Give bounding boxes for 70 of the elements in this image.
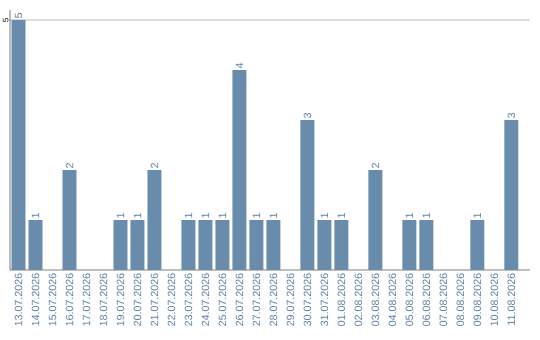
x-tick-label: 21.07.2026: [150, 273, 158, 326]
x-tick-label: 14.07.2026: [32, 273, 40, 326]
x-tick-label: 20.07.2026: [134, 273, 142, 326]
x-tick-label: 28.07.2026: [270, 273, 278, 326]
x-tick-label: 03.08.2026: [372, 273, 380, 326]
data-label: 1: [406, 212, 414, 218]
data-label: 1: [116, 212, 124, 218]
data-label: 1: [338, 212, 346, 218]
x-tick-label: 16.07.2026: [66, 273, 74, 326]
x-tick-label: 09.08.2026: [474, 273, 482, 326]
x-tick-label: 29.07.2026: [286, 273, 294, 326]
bar: [402, 220, 416, 270]
x-tick-label: 13.07.2026: [14, 273, 22, 326]
x-tick-label: 10.08.2026: [490, 273, 498, 326]
x-tick-label: 19.07.2026: [116, 273, 124, 326]
x-tick-label: 04.08.2026: [388, 273, 396, 326]
data-label: 4: [236, 62, 244, 68]
x-tick-label: 01.08.2026: [338, 273, 346, 326]
bar: [504, 120, 518, 270]
x-tick-label: 25.07.2026: [218, 273, 226, 326]
bar: [249, 220, 264, 270]
data-label: 1: [202, 212, 210, 218]
x-tick-label: 24.07.2026: [202, 273, 210, 326]
x-tick-label: 08.08.2026: [456, 273, 464, 326]
x-tick-label: 07.08.2026: [440, 273, 448, 326]
bar: [28, 220, 42, 270]
x-tick-label: 22.07.2026: [168, 273, 176, 326]
x-tick-label: 06.08.2026: [422, 273, 430, 326]
bar: [11, 20, 26, 270]
data-label: 1: [252, 212, 260, 218]
data-label: 1: [134, 212, 142, 218]
bar: [232, 70, 246, 270]
data-label: 1: [218, 212, 226, 218]
data-label: 1: [422, 212, 430, 218]
data-label: 2: [66, 163, 74, 168]
data-label: 1: [270, 212, 278, 218]
bar: [130, 220, 144, 270]
x-tick-label: 27.07.2026: [252, 273, 260, 326]
data-label: 1: [320, 212, 328, 218]
data-label: 3: [508, 112, 516, 118]
x-tick-label: 26.07.2026: [236, 273, 244, 326]
bar: [215, 220, 230, 270]
data-label: 2: [372, 163, 380, 168]
data-label: 3: [304, 112, 312, 118]
bar: [198, 220, 212, 270]
bar: [181, 220, 196, 270]
data-label: 1: [474, 212, 481, 218]
bar: [113, 220, 128, 270]
data-label: 5: [2, 18, 8, 22]
x-tick-label: 11.08.2026: [508, 273, 516, 325]
bar: [300, 120, 314, 270]
bar: [470, 220, 484, 270]
bar: [317, 220, 332, 270]
x-tick-label: 02.08.2026: [354, 273, 362, 326]
x-tick-label: 31.07.2026: [320, 273, 328, 326]
data-label: 1: [32, 212, 40, 218]
x-tick-label: 17.07.2026: [82, 273, 90, 326]
bar: [368, 170, 382, 270]
data-label: 2: [150, 163, 158, 168]
x-tick-label: 18.07.2026: [100, 273, 108, 326]
bar: [62, 170, 76, 270]
x-tick-label: 15.07.2026: [48, 273, 56, 326]
bar: [334, 220, 348, 270]
bar: [266, 220, 280, 270]
data-label: 1: [184, 212, 192, 218]
bar: [147, 170, 162, 270]
bar: [419, 220, 434, 270]
x-tick-label: 30.07.2026: [304, 273, 312, 326]
x-tick-label: 05.08.2026: [406, 273, 414, 326]
x-tick-label: 23.07.2026: [184, 273, 192, 326]
